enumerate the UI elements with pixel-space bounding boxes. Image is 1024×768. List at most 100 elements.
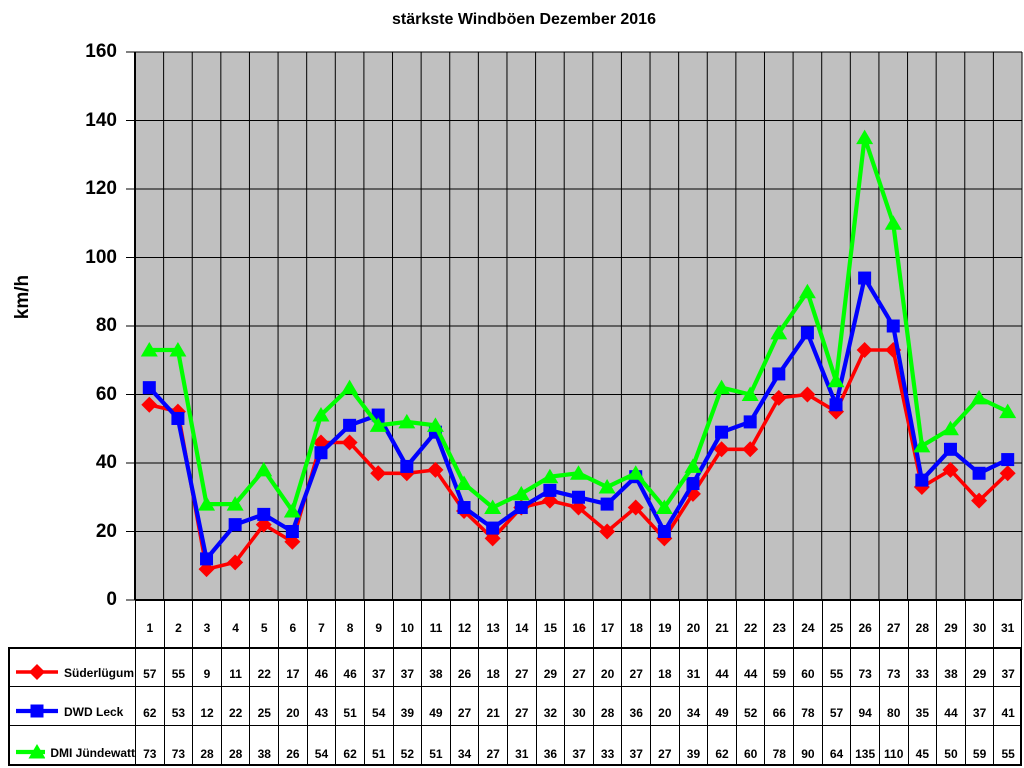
table-value-cell: 73 xyxy=(163,726,193,766)
square-marker-icon xyxy=(142,381,156,395)
legend-row: DMI Jündewatt xyxy=(8,726,135,766)
diamond-marker-icon xyxy=(713,441,730,458)
table-value-cell: 49 xyxy=(421,686,450,727)
x-day-label: 9 xyxy=(363,600,393,647)
square-marker-icon xyxy=(829,398,843,412)
table-value-cell: 37 xyxy=(964,686,994,727)
table-value-cell: 60 xyxy=(793,647,822,687)
table-value-cell: 57 xyxy=(821,686,851,727)
table-value-cell: 94 xyxy=(850,686,879,727)
chart-title: stärkste Windböen Dezember 2016 xyxy=(392,11,656,28)
square-marker-icon xyxy=(285,525,299,538)
triangle-marker-icon xyxy=(941,420,959,436)
y-tick-label: 80 xyxy=(95,315,117,336)
triangle-marker-icon xyxy=(970,389,988,405)
square-marker-icon xyxy=(657,525,671,538)
table-value-cell: 12 xyxy=(192,686,221,727)
triangle-marker-icon xyxy=(684,458,702,473)
diamond-marker-icon xyxy=(942,461,959,478)
y-tick-label: 0 xyxy=(106,589,117,610)
table-value-cell: 64 xyxy=(821,726,851,766)
triangle-marker-icon xyxy=(999,403,1017,419)
table-value-cell: 36 xyxy=(621,686,651,727)
x-day-label: 11 xyxy=(421,600,450,647)
triangle-marker-icon xyxy=(455,475,473,491)
table-value-cell: 60 xyxy=(735,726,765,766)
table-value-cell: 44 xyxy=(735,647,765,687)
x-day-label: 13 xyxy=(478,600,507,647)
legend-row: Süderlügum xyxy=(8,647,135,687)
table-value-cell: 51 xyxy=(363,726,393,766)
table-value-cell: 135 xyxy=(850,726,879,766)
table-value-cell: 26 xyxy=(278,726,307,766)
y-tick-label: 40 xyxy=(95,452,117,473)
diamond-marker-icon xyxy=(484,530,501,547)
table-value-cell: 54 xyxy=(363,686,393,727)
y-tick-label: 160 xyxy=(85,41,117,62)
x-day-label: 5 xyxy=(249,600,278,647)
table-value-cell: 41 xyxy=(993,686,1022,727)
table-value-cell: 20 xyxy=(650,686,679,727)
table-value-cell: 55 xyxy=(163,647,193,687)
square-marker-icon xyxy=(314,446,328,460)
table-value-cell: 52 xyxy=(392,726,422,766)
square-marker-icon xyxy=(457,501,471,515)
triangle-marker-icon xyxy=(369,417,387,432)
table-value-cell: 26 xyxy=(449,647,479,687)
x-day-label: 19 xyxy=(650,600,679,647)
table-value-cell: 18 xyxy=(650,647,679,687)
x-day-label: 25 xyxy=(821,600,851,647)
square-marker-icon xyxy=(1001,453,1015,467)
square-marker-icon xyxy=(486,521,500,535)
triangle-marker-icon xyxy=(426,417,444,432)
square-marker-icon xyxy=(200,552,214,566)
table-value-cell: 36 xyxy=(535,726,565,766)
table-value-cell: 22 xyxy=(220,686,250,727)
x-day-label: 15 xyxy=(535,600,565,647)
table-value-cell: 27 xyxy=(650,726,679,766)
triangle-marker-icon xyxy=(512,485,530,501)
diamond-marker-icon xyxy=(770,389,787,406)
diamond-marker-icon xyxy=(656,530,673,547)
table-value-cell: 59 xyxy=(964,726,994,766)
triangle-marker-icon xyxy=(226,496,244,511)
series-name-label: DMI Jündewatt xyxy=(50,745,135,760)
square-marker-icon xyxy=(228,518,242,532)
square-marker-icon xyxy=(171,411,185,425)
x-day-label: 8 xyxy=(335,600,364,647)
table-value-cell: 28 xyxy=(220,726,250,766)
legend-row: DWD Leck xyxy=(8,687,135,727)
diamond-marker-icon xyxy=(227,554,244,571)
table-value-cell: 38 xyxy=(936,647,965,687)
x-day-label: 26 xyxy=(850,600,879,647)
square-marker-icon xyxy=(800,326,814,340)
x-day-label: 16 xyxy=(564,600,593,647)
x-day-label: 18 xyxy=(621,600,650,647)
triangle-marker-icon xyxy=(884,215,902,230)
table-value-cell: 49 xyxy=(707,686,736,727)
x-day-label: 7 xyxy=(306,600,336,647)
x-day-label: 30 xyxy=(964,600,994,647)
square-marker-icon xyxy=(886,319,900,333)
table-value-cell: 51 xyxy=(335,686,364,727)
diamond-marker-icon xyxy=(370,465,387,482)
legend-key-icon xyxy=(16,663,58,680)
legend-key-icon xyxy=(16,704,58,718)
x-day-label: 3 xyxy=(192,600,221,647)
x-day-label: 20 xyxy=(678,600,708,647)
y-tick-label: 140 xyxy=(85,109,117,131)
x-day-label: 4 xyxy=(220,600,250,647)
y-tick-label: 120 xyxy=(85,178,117,199)
triangle-marker-icon xyxy=(541,468,559,484)
x-day-label: 10 xyxy=(392,600,422,647)
triangle-marker-icon xyxy=(570,465,587,480)
table-value-cell: 44 xyxy=(707,647,736,687)
table-value-cell: 37 xyxy=(564,726,593,766)
square-marker-icon xyxy=(943,442,957,456)
x-day-label: 6 xyxy=(278,600,307,647)
triangle-marker-icon xyxy=(598,478,616,494)
table-value-cell: 32 xyxy=(535,686,565,727)
diamond-marker-icon xyxy=(856,341,873,358)
diamond-marker-icon xyxy=(971,492,988,509)
